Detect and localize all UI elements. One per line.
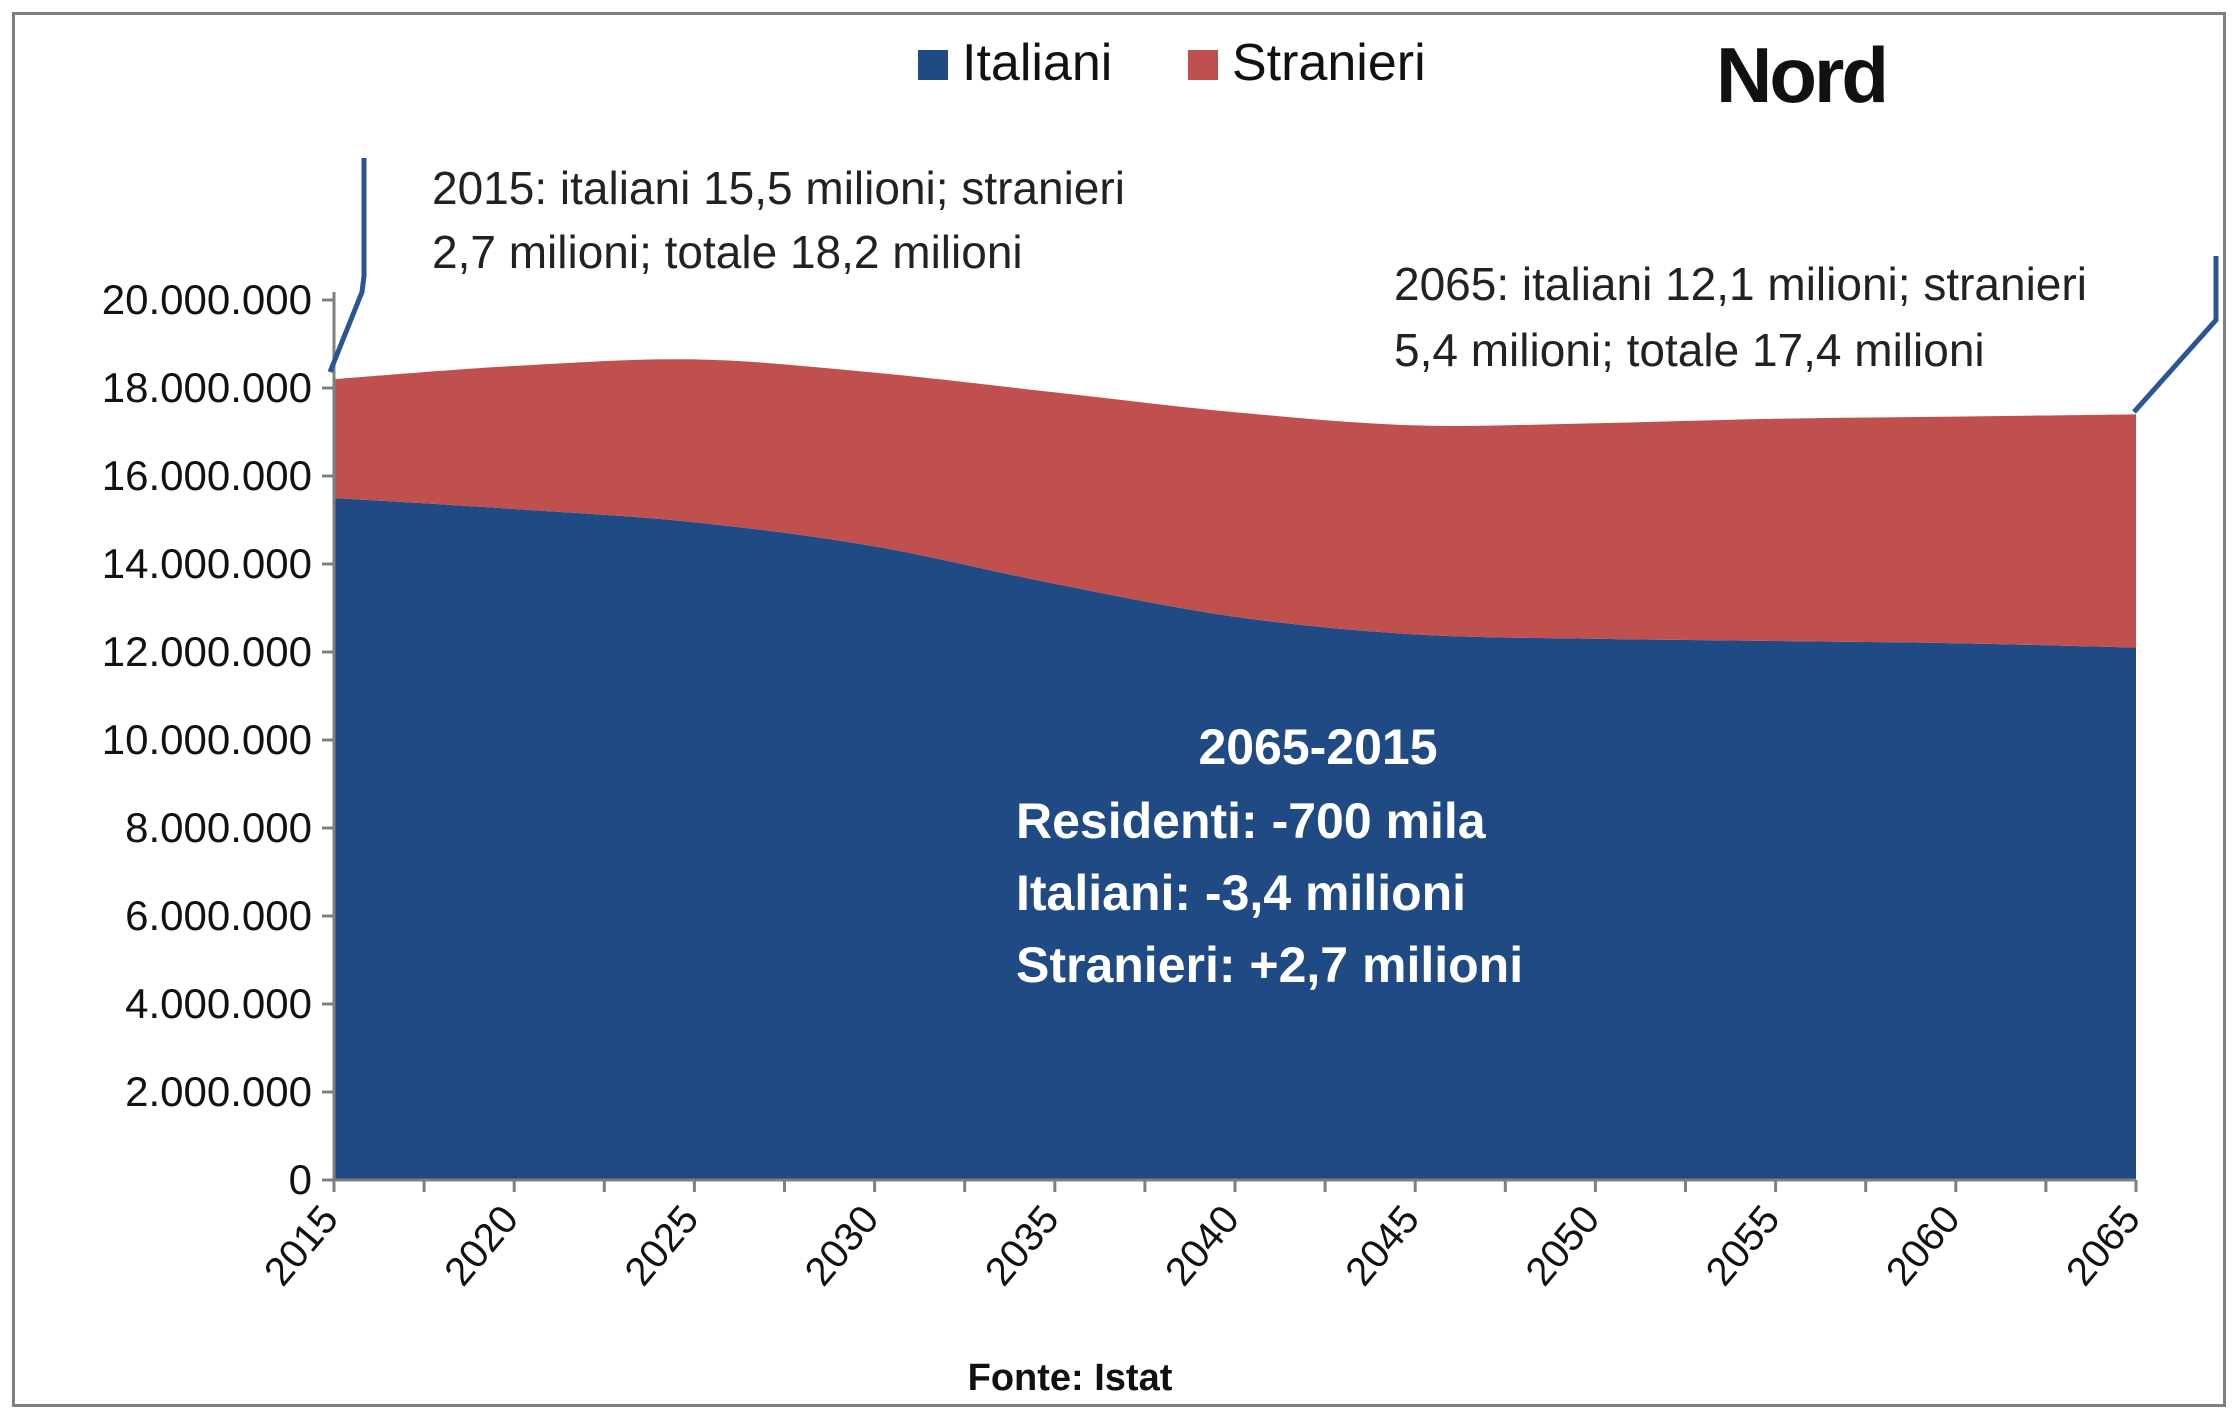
start-note-line-2: 2,7 milioni; totale 18,2 milioni [432, 226, 1023, 278]
x-tick-label: 2055 [1698, 1198, 1789, 1294]
legend-swatch-stranieri [1188, 50, 1218, 80]
source-note: Fonte: Istat [968, 1357, 1173, 1399]
y-axis-ticks: 0 2.000.000 4.000.000 6.000.000 8.000.000 10.… [102, 276, 334, 1203]
x-tick-label: 2025 [616, 1198, 707, 1294]
y-tick-label: 0 [289, 1156, 312, 1203]
x-tick-label: 2035 [977, 1198, 1068, 1294]
x-tick-label: 2060 [1878, 1198, 1969, 1294]
end-note-callout [2132, 256, 2219, 414]
summary-line-4: Stranieri: +2,7 milioni [1016, 937, 1523, 993]
summary-annotation: 2065-2015 Residenti: -700 mila Italiani:… [1016, 719, 1523, 993]
legend-label-stranieri: Stranieri [1232, 34, 1426, 92]
x-axis-ticks: 2015 2020 2025 2030 2035 2040 2045 2050 2055 2060… [256, 1180, 2149, 1294]
x-tick-label: 2020 [436, 1198, 527, 1294]
y-tick-label: 6.000.000 [125, 892, 312, 939]
legend: Italiani Stranieri [918, 34, 1426, 92]
start-note-line-1: 2015: italiani 15,5 milioni; stranieri [432, 162, 1125, 214]
y-tick-label: 10.000.000 [102, 716, 312, 763]
start-annotation: 2015: italiani 15,5 milioni; stranieri 2… [327, 158, 1125, 373]
summary-line-1: 2065-2015 [1198, 719, 1437, 775]
y-tick-label: 12.000.000 [102, 628, 312, 675]
chart-title: Nord [1716, 31, 1886, 119]
y-tick-label: 18.000.000 [102, 364, 312, 411]
x-tick-label: 2040 [1157, 1198, 1248, 1294]
summary-line-3: Italiani: -3,4 milioni [1016, 865, 1466, 921]
summary-line-2: Residenti: -700 mila [1016, 793, 1487, 849]
y-tick-label: 20.000.000 [102, 276, 312, 323]
y-tick-label: 14.000.000 [102, 540, 312, 587]
x-tick-label: 2015 [256, 1198, 347, 1294]
x-tick-label: 2030 [797, 1198, 888, 1294]
legend-swatch-italiani [918, 50, 948, 80]
area-italiani [334, 498, 2136, 1180]
x-tick-label: 2045 [1337, 1198, 1428, 1294]
y-tick-label: 8.000.000 [125, 804, 312, 851]
x-tick-label: 2050 [1517, 1198, 1608, 1294]
y-tick-label: 16.000.000 [102, 452, 312, 499]
end-annotation: 2065: italiani 12,1 milioni; stranieri 5… [1394, 256, 2219, 414]
area-series-group [334, 359, 2136, 1180]
y-tick-label: 4.000.000 [125, 980, 312, 1027]
x-tick-label: 2065 [2058, 1198, 2149, 1294]
y-tick-label: 2.000.000 [125, 1068, 312, 1115]
end-note-line-2: 5,4 milioni; totale 17,4 milioni [1394, 324, 1985, 376]
start-note-callout [327, 158, 367, 373]
area-stranieri [334, 359, 2136, 648]
legend-label-italiani: Italiani [962, 34, 1112, 92]
end-note-line-1: 2065: italiani 12,1 milioni; stranieri [1394, 258, 2087, 310]
